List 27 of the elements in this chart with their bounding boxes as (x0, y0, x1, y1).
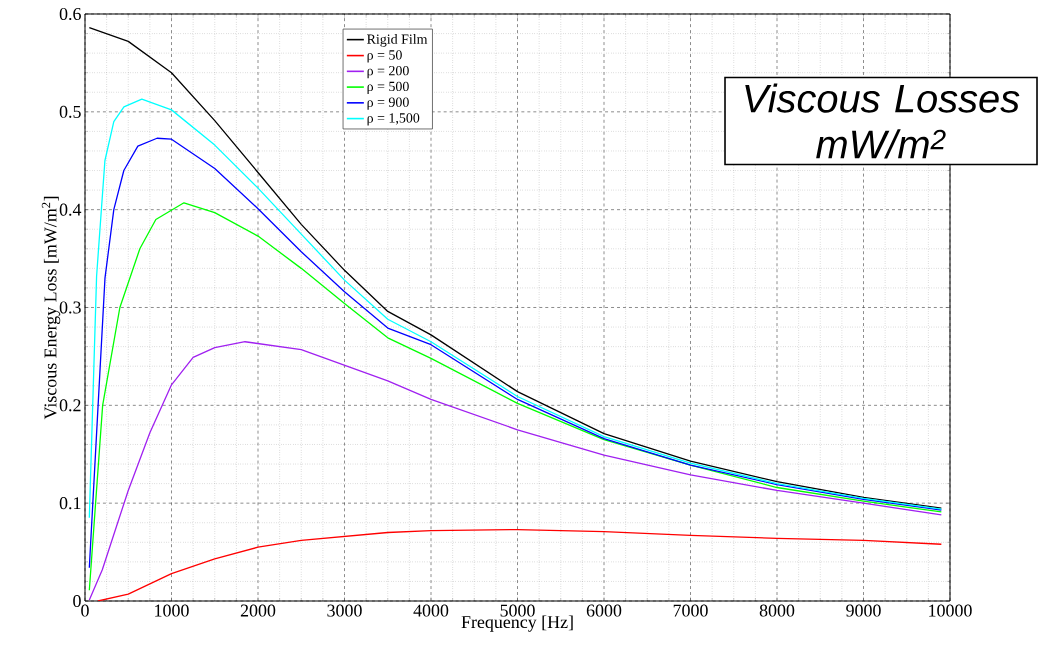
y-tick-label: 0.6 (59, 7, 81, 21)
legend-label: ρ = 50 (367, 50, 402, 63)
line-series (88, 202, 943, 591)
y-tick-label: 0.5 (59, 105, 81, 118)
x-axis-title: Frequency [Hz] (461, 615, 573, 632)
legend-label: ρ = 900 (367, 97, 409, 110)
y-tick-label: 0.1 (59, 497, 81, 510)
x-tick-label: 4000 (413, 604, 449, 617)
y-tick-label: 0.3 (59, 301, 81, 314)
legend-label: Rigid Film (367, 34, 428, 47)
legend-label: ρ = 200 (367, 65, 409, 79)
legend-label: ρ = 500 (367, 81, 409, 94)
legend-label: ρ = 1,500 (367, 113, 420, 126)
x-tick-label: 7000 (673, 604, 708, 617)
y-tick-label: 0 (73, 594, 81, 608)
x-tick-label: 3000 (327, 604, 362, 617)
x-tick-label: 10000 (929, 604, 972, 617)
x-tick-label: 6000 (586, 604, 622, 617)
x-tick-label: 8000 (759, 604, 795, 617)
x-tick-label: 5000 (500, 604, 535, 617)
x-tick-label: 0 (81, 604, 89, 617)
x-tick-label: 9000 (846, 604, 881, 617)
annotation: Viscous Losses mW/m$^{2}$ (745, 83, 1020, 159)
x-tick-label: 2000 (240, 604, 276, 617)
x-tick-label: 1000 (155, 604, 189, 617)
y-tick-label: 0.2 (59, 399, 81, 412)
y-tick-label: 0.4 (59, 203, 82, 216)
